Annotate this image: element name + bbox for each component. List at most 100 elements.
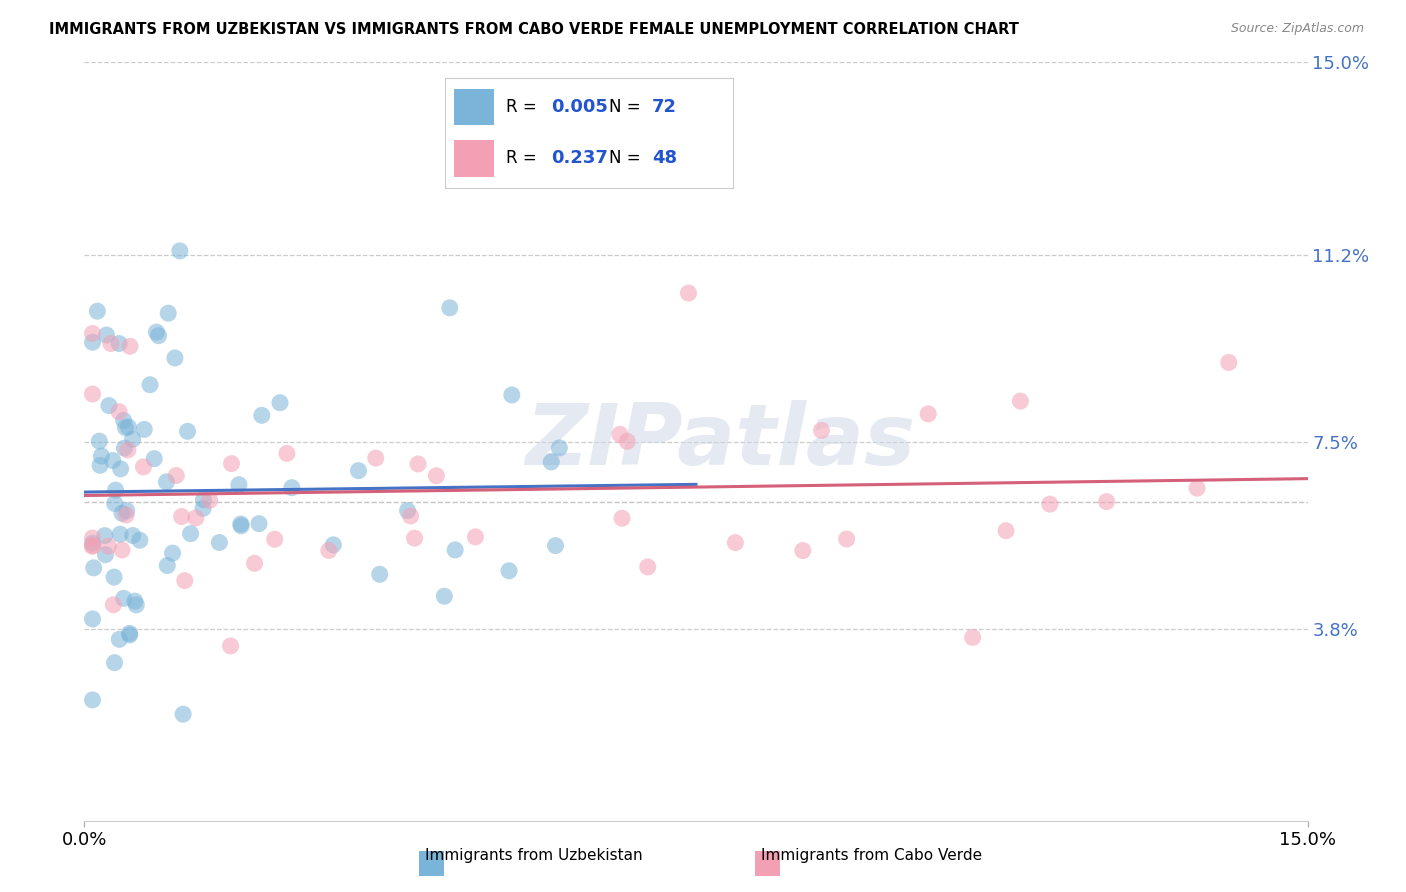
Point	[1218, 355, 1240, 369]
Point	[103, 656, 125, 670]
Point	[191, 501, 214, 516]
Point	[396, 503, 419, 517]
Point	[132, 459, 155, 474]
Point	[193, 492, 215, 507]
Point	[464, 530, 486, 544]
Point	[172, 707, 194, 722]
Point	[221, 457, 243, 471]
Point	[276, 446, 298, 460]
Point	[145, 325, 167, 339]
Point	[263, 533, 285, 547]
Point	[134, 422, 156, 436]
Point	[124, 594, 146, 608]
Point	[1039, 497, 1062, 511]
Point	[117, 420, 139, 434]
Point	[281, 481, 304, 495]
Point	[108, 336, 131, 351]
Point	[184, 511, 207, 525]
Point	[82, 531, 104, 545]
Point	[82, 387, 104, 401]
Point	[1185, 481, 1208, 495]
Point	[616, 434, 638, 449]
Point	[82, 536, 104, 550]
Point	[637, 560, 659, 574]
Point	[498, 564, 520, 578]
Point	[170, 509, 193, 524]
Point	[128, 533, 150, 548]
Point	[111, 543, 134, 558]
Point	[198, 493, 221, 508]
Point	[995, 524, 1018, 538]
Point	[176, 425, 198, 439]
Point	[89, 458, 111, 473]
Point	[228, 477, 250, 491]
Point	[82, 326, 104, 341]
Point	[90, 449, 112, 463]
Point	[108, 404, 131, 418]
Point	[219, 639, 242, 653]
Point	[117, 442, 139, 457]
Point	[1010, 394, 1032, 409]
Point	[118, 628, 141, 642]
Point	[115, 503, 138, 517]
Point	[157, 306, 180, 320]
Point	[404, 531, 426, 545]
Point	[82, 539, 104, 553]
Point	[231, 519, 253, 533]
Point	[97, 539, 120, 553]
Text: Immigrants from Uzbekistan: Immigrants from Uzbekistan	[426, 848, 643, 863]
Point	[121, 528, 143, 542]
Point	[108, 527, 131, 541]
Point	[118, 626, 141, 640]
Text: ZIPatlas: ZIPatlas	[526, 400, 915, 483]
Point	[96, 328, 118, 343]
Point	[269, 396, 291, 410]
Point	[83, 561, 105, 575]
Point	[368, 567, 391, 582]
Point	[169, 244, 191, 258]
Point	[425, 468, 447, 483]
Point	[115, 508, 138, 522]
Point	[114, 441, 136, 455]
Point	[104, 497, 127, 511]
Point	[108, 632, 131, 647]
Point	[139, 377, 162, 392]
Point	[208, 535, 231, 549]
Point	[97, 399, 120, 413]
Point	[347, 464, 370, 478]
Point	[962, 631, 984, 645]
Point	[82, 612, 104, 626]
Point	[243, 557, 266, 571]
Point	[318, 543, 340, 558]
Point	[143, 451, 166, 466]
Point	[121, 432, 143, 446]
Point	[1095, 494, 1118, 508]
Point	[609, 427, 631, 442]
Point	[155, 475, 177, 489]
Point	[82, 693, 104, 707]
Point	[156, 558, 179, 573]
Point	[433, 589, 456, 603]
Point	[82, 335, 104, 350]
Point	[399, 508, 422, 523]
Point	[165, 468, 187, 483]
Point	[678, 286, 700, 301]
Point	[540, 455, 562, 469]
Point	[610, 511, 633, 525]
Point	[94, 528, 117, 542]
Point	[792, 543, 814, 558]
Point	[247, 516, 270, 531]
Point	[162, 546, 184, 560]
Point	[322, 538, 344, 552]
Point	[112, 591, 135, 606]
Point	[173, 574, 195, 588]
Point	[501, 388, 523, 402]
Point	[148, 328, 170, 343]
Point	[163, 351, 186, 365]
Point	[724, 535, 747, 549]
Text: Immigrants from Cabo Verde: Immigrants from Cabo Verde	[761, 848, 983, 863]
Point	[114, 421, 136, 435]
Text: Source: ZipAtlas.com: Source: ZipAtlas.com	[1230, 22, 1364, 36]
Point	[406, 457, 429, 471]
Point	[810, 424, 832, 438]
